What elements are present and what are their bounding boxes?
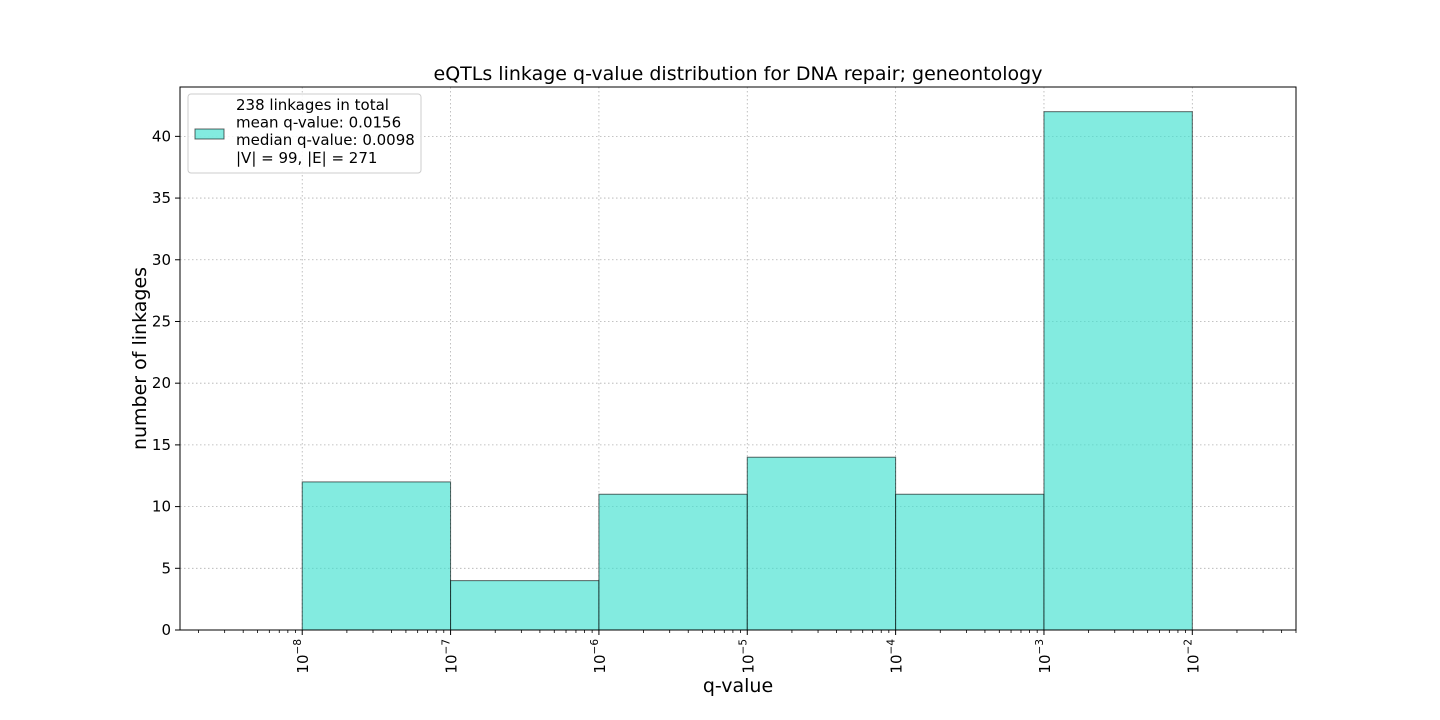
- legend-line: 238 linkages in total: [236, 96, 389, 114]
- histogram-bar: [1043, 111, 1193, 631]
- x-tick-label: 10−7: [441, 639, 461, 674]
- histogram-bar: [598, 493, 748, 631]
- y-tick-label: 0: [161, 621, 171, 639]
- x-tick-label: 10−3: [1034, 639, 1054, 674]
- x-tick-label: 10−4: [886, 639, 906, 674]
- legend-line: median q-value: 0.0098: [236, 131, 415, 149]
- legend-line: mean q-value: 0.0156: [236, 114, 401, 132]
- y-tick-label: 5: [161, 559, 171, 577]
- y-tick-label: 10: [152, 498, 171, 516]
- ticks-layer: 0 5 10 15 20 25 30 35 40 10−8 10−7 10−6 10−5 10−4 10−3…: [152, 127, 1297, 674]
- x-tick-label: 10−2: [1182, 639, 1202, 674]
- bars-layer: [301, 111, 1193, 631]
- y-tick-label: 30: [152, 251, 171, 269]
- x-tick-label: 10−6: [589, 639, 609, 674]
- plot-frame: [179, 86, 1297, 631]
- x-tick-label: 10−5: [737, 639, 757, 674]
- histogram-bar: [895, 493, 1045, 631]
- y-tick-label: 25: [152, 312, 171, 330]
- legend-box: [187, 93, 422, 174]
- chart-title: eQTLs linkage q-value distribution for D…: [434, 63, 1043, 85]
- y-tick-label: 15: [152, 436, 171, 454]
- legend-line: |V| = 99, |E| = 271: [236, 149, 377, 167]
- x-tick-label: 10−8: [292, 639, 312, 674]
- legend-swatch: [194, 128, 225, 140]
- histogram-bar: [450, 580, 600, 631]
- y-tick-label: 20: [152, 374, 171, 392]
- histogram-bar: [746, 456, 897, 631]
- y-tick-label: 40: [152, 127, 171, 145]
- y-tick-label: 35: [152, 189, 171, 207]
- y-axis-label: number of linkages: [129, 267, 151, 450]
- histogram-bar: [301, 481, 452, 631]
- x-axis-label: q-value: [703, 675, 773, 697]
